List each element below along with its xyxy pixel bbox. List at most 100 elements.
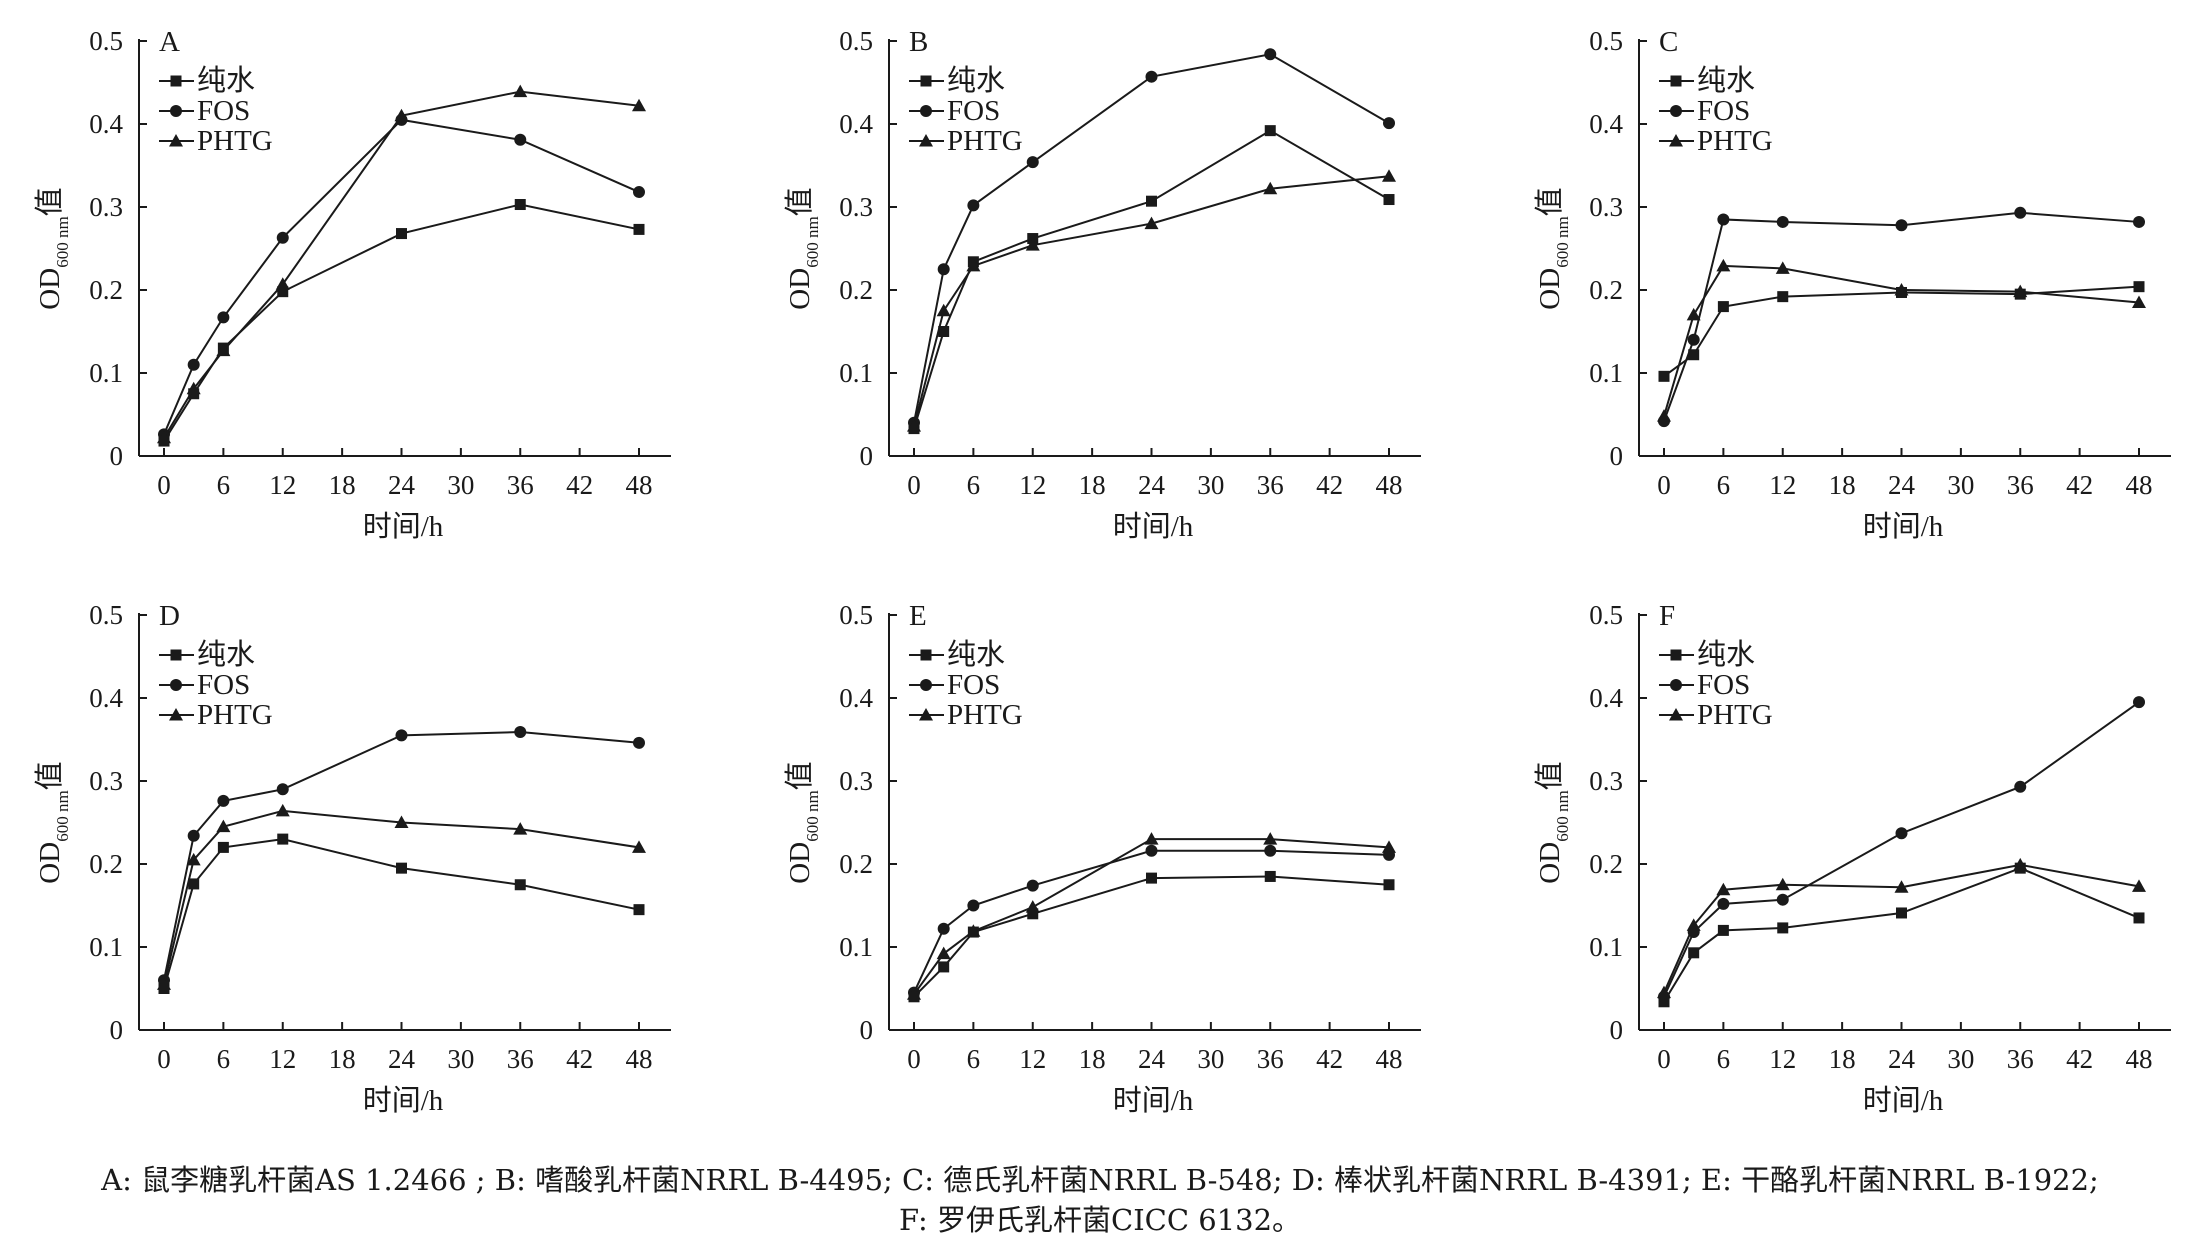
data-point (937, 922, 950, 935)
data-point (217, 311, 230, 324)
legend-marker (1670, 75, 1682, 87)
x-tick-label: 24 (388, 470, 416, 500)
legend-marker (170, 75, 182, 87)
legend-label: FOS (197, 95, 250, 127)
data-point (2133, 912, 2145, 924)
data-point (632, 98, 646, 112)
data-point (1717, 213, 1730, 226)
x-tick-label: 0 (907, 470, 921, 500)
series-纯水 (908, 125, 1395, 435)
y-tick-label: 0 (1610, 1015, 1624, 1045)
legend-marker (1670, 105, 1682, 117)
x-tick-label: 36 (2007, 1044, 2034, 1074)
legend-item: 纯水 (1659, 638, 1755, 671)
series-line (163, 809, 640, 985)
data-point (966, 924, 981, 937)
data-point (632, 840, 646, 853)
data-point (2014, 206, 2027, 219)
data-point (1894, 880, 1909, 893)
x-tick-label: 24 (1888, 1044, 1916, 1074)
legend-label: FOS (1697, 95, 1750, 127)
x-tick-label: 12 (1769, 1044, 1796, 1074)
data-point (396, 862, 407, 874)
data-point (514, 133, 527, 146)
data-point (1263, 181, 1278, 195)
data-point (633, 904, 645, 916)
y-tick-label: 0.1 (1589, 358, 1623, 388)
series-line (913, 875, 1390, 998)
legend-marker (919, 708, 933, 721)
y-tick-label: 0 (110, 1015, 124, 1045)
caption-line-1: A: 鼠李糖乳杆菌AS 1.2466 ; B: 嗜酸乳杆菌NRRL B-4495… (101, 1163, 2099, 1197)
legend-label: 纯水 (947, 638, 1005, 671)
legend-item: FOS (909, 95, 1000, 127)
data-point (1688, 947, 1700, 959)
x-tick-label: 36 (1257, 1044, 1284, 1074)
x-axis-title: 时间/h (363, 510, 444, 543)
y-tick-label: 0.2 (839, 849, 873, 879)
legend-marker (920, 679, 932, 691)
data-point (1716, 258, 1731, 272)
x-tick-label: 36 (2007, 470, 2034, 500)
data-point (1264, 844, 1277, 857)
y-tick-label: 0.1 (839, 932, 873, 962)
y-tick-label: 0.2 (89, 275, 123, 305)
x-tick-label: 30 (1197, 1044, 1224, 1074)
x-tick-label: 42 (1316, 1044, 1343, 1074)
legend-label: FOS (197, 669, 250, 701)
legend-marker (919, 134, 933, 147)
legend-label: PHTG (947, 125, 1023, 157)
data-point (1895, 827, 1908, 840)
data-point (275, 803, 290, 817)
x-tick-label: 12 (1019, 470, 1046, 500)
data-point (1146, 872, 1157, 884)
y-tick-label: 0 (860, 1015, 874, 1045)
legend-marker (1670, 679, 1682, 691)
series-FOS (908, 844, 1395, 999)
x-tick-label: 24 (388, 1044, 416, 1074)
data-point (1264, 48, 1277, 61)
y-axis-title: OD600 nm值 (1533, 187, 1572, 309)
data-point (1025, 238, 1040, 251)
legend-label: PHTG (1697, 699, 1773, 731)
figure-caption: A: 鼠李糖乳杆菌AS 1.2466 ; B: 嗜酸乳杆菌NRRL B-4495… (0, 1160, 2200, 1240)
x-tick-label: 6 (967, 470, 981, 500)
series-line (913, 129, 1390, 429)
data-point (1145, 70, 1158, 83)
data-point (1382, 169, 1396, 182)
legend-label: PHTG (197, 699, 273, 731)
series-line (1663, 211, 2140, 422)
x-tick-label: 36 (507, 470, 534, 500)
series-FOS (1658, 206, 2145, 428)
legend-item: 纯水 (159, 638, 255, 671)
legend-label: PHTG (947, 699, 1023, 731)
x-tick-label: 30 (1947, 1044, 1974, 1074)
legend-label: 纯水 (197, 64, 255, 97)
legend-item: 纯水 (1659, 64, 1755, 97)
data-point (216, 343, 231, 357)
data-point (1145, 844, 1158, 857)
data-point (1657, 985, 1671, 999)
x-tick-label: 48 (1376, 1044, 1403, 1074)
panel-letter: A (159, 26, 180, 58)
x-tick-label: 18 (329, 1044, 356, 1074)
data-point (217, 841, 229, 853)
series-纯水 (908, 870, 1395, 1003)
legend-label: 纯水 (1697, 64, 1755, 97)
x-tick-label: 6 (217, 470, 231, 500)
data-point (395, 729, 408, 742)
x-tick-label: 48 (1376, 470, 1403, 500)
y-tick-label: 0.4 (1589, 109, 1623, 139)
data-point (966, 258, 981, 272)
legend-item: FOS (1659, 95, 1750, 127)
x-tick-label: 12 (269, 1044, 296, 1074)
legend-marker (1669, 708, 1683, 721)
x-tick-label: 30 (1947, 470, 1974, 500)
x-tick-label: 48 (2126, 1044, 2153, 1074)
x-tick-label: 0 (1657, 1044, 1671, 1074)
y-tick-label: 0.4 (89, 683, 123, 713)
legend-marker (920, 105, 932, 117)
